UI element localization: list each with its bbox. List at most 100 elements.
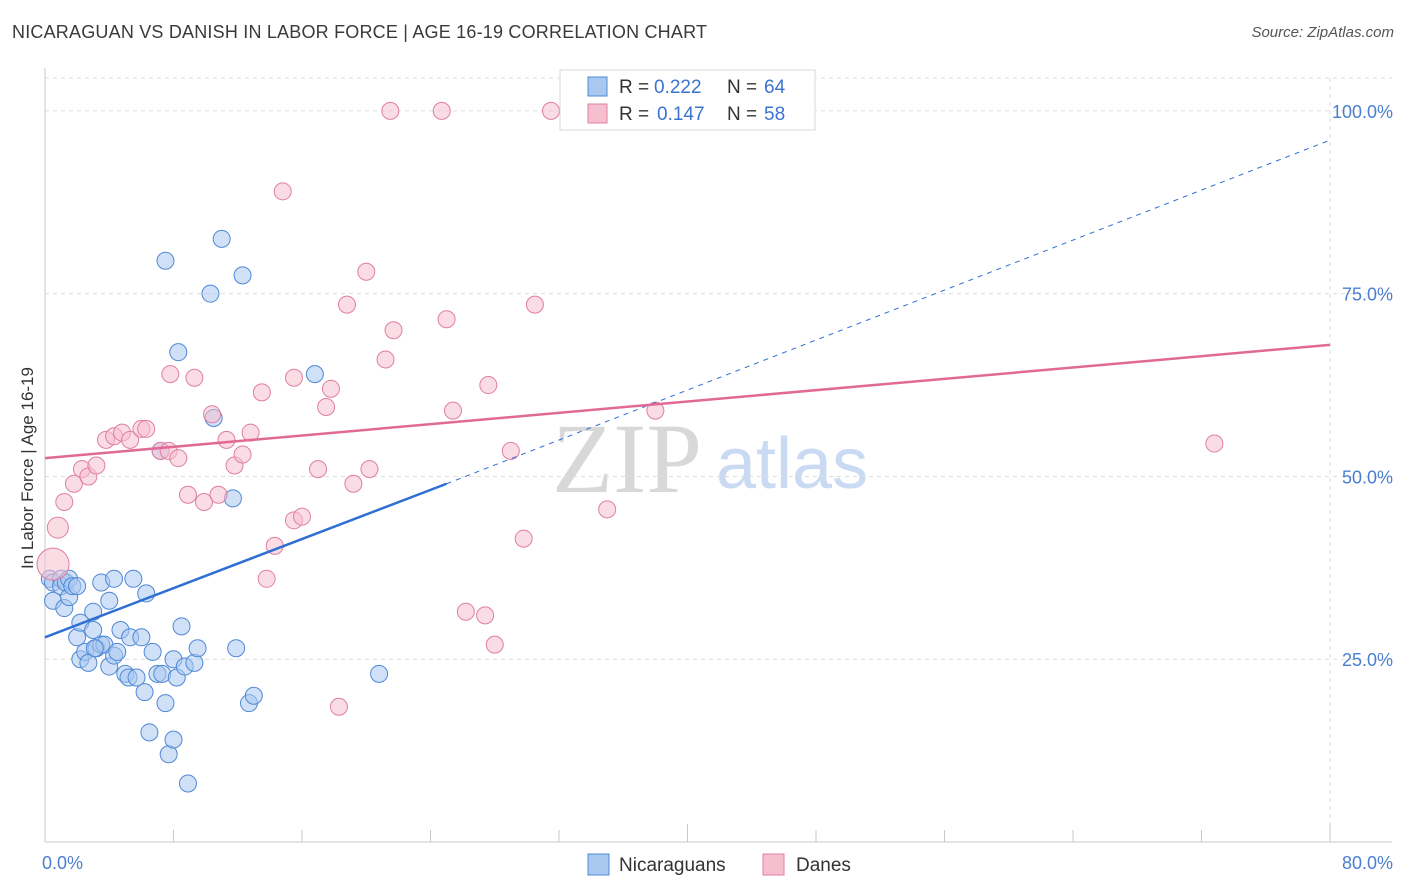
data-point-danes (273, 182, 292, 201)
series-legend: Nicaraguans Danes (587, 853, 851, 876)
legend-swatch-blue (587, 76, 608, 97)
data-point-nicaraguans (156, 251, 175, 270)
data-point-nicaraguans (244, 686, 263, 705)
data-point-danes (233, 445, 252, 464)
data-point-nicaraguans (124, 569, 143, 588)
data-point-danes (344, 474, 363, 493)
data-point-nicaraguans (370, 664, 389, 683)
data-point-nicaraguans (185, 653, 204, 672)
data-point-nicaraguans (143, 642, 162, 661)
data-point-danes (252, 383, 271, 402)
trend-line-danes (44, 343, 1331, 460)
data-point-nicaraguans (135, 683, 154, 702)
data-point-danes (209, 485, 228, 504)
legend-n-value: 58 (764, 104, 785, 125)
data-point-nicaraguans (188, 639, 207, 658)
legend-n-label: N = (727, 104, 757, 125)
watermark-zip: ZIP (552, 403, 702, 514)
series-nicaraguans (40, 229, 389, 793)
legend-r-label: R = (619, 77, 649, 98)
y-axis-label: In Labor Force | Age 16-19 (18, 367, 37, 569)
watermark-atlas: atlas (716, 424, 868, 504)
y-tick-label: 75.0% (1342, 285, 1393, 305)
data-point-danes (161, 365, 180, 384)
data-point-danes (541, 101, 560, 120)
data-point-danes (284, 368, 303, 387)
legend-n-value: 64 (764, 77, 786, 98)
data-point-danes (360, 460, 379, 479)
data-point-danes (203, 405, 222, 424)
data-point-nicaraguans (105, 569, 124, 588)
data-point-nicaraguans (212, 229, 231, 248)
data-point-danes (329, 697, 348, 716)
data-point-danes (485, 635, 504, 654)
x-tick-label: 80.0% (1342, 853, 1393, 873)
axes (44, 68, 1392, 843)
data-point-danes (381, 101, 400, 120)
legend-label-danes: Danes (796, 855, 851, 876)
trend-line-nicaraguans-extension (446, 139, 1331, 485)
data-point-nicaraguans (178, 774, 197, 793)
data-point-nicaraguans (68, 577, 87, 596)
data-point-nicaraguans (227, 639, 246, 658)
legend-r-value: 0.222 (654, 77, 702, 98)
legend-swatch-pink (587, 103, 608, 124)
data-point-danes (309, 460, 328, 479)
y-tick-labels: 25.0% 50.0% 75.0% 100.0% (1332, 102, 1393, 670)
data-point-nicaraguans (169, 343, 188, 362)
data-point-danes (195, 493, 214, 512)
data-point-nicaraguans (201, 284, 220, 303)
data-point-danes (432, 101, 451, 120)
data-point-nicaraguans (127, 668, 146, 687)
legend-swatch-nicaraguans (587, 853, 610, 876)
data-point-nicaraguans (84, 620, 103, 639)
source-label: Source: ZipAtlas.com (1251, 24, 1394, 41)
data-point-danes (376, 350, 395, 369)
data-point-nicaraguans (108, 642, 127, 661)
trend-lines (44, 139, 1331, 639)
data-point-nicaraguans (156, 694, 175, 713)
data-point-danes (317, 397, 336, 416)
y-tick-label: 25.0% (1342, 650, 1393, 670)
data-point-danes (87, 456, 106, 475)
data-point-danes (437, 310, 456, 329)
data-point-danes (137, 419, 156, 438)
data-point-nicaraguans (233, 266, 252, 285)
data-point-danes (185, 368, 204, 387)
data-point-danes (479, 376, 498, 395)
chart-title: NICARAGUAN VS DANISH IN LABOR FORCE | AG… (12, 22, 708, 42)
data-point-danes (476, 606, 495, 625)
data-point-danes (514, 529, 533, 548)
data-point-nicaraguans (305, 365, 324, 384)
series-danes (36, 101, 1224, 716)
data-point-danes (384, 321, 403, 340)
trend-line-nicaraguans (44, 482, 448, 639)
data-point-danes (46, 516, 69, 539)
x-tick-labels: 0.0% 80.0% (42, 853, 1393, 873)
data-point-danes (598, 500, 617, 519)
data-point-nicaraguans (172, 617, 191, 636)
data-point-danes (357, 262, 376, 281)
data-point-danes (443, 401, 462, 420)
data-point-danes (321, 379, 340, 398)
data-point-nicaraguans (132, 628, 151, 647)
stats-legend: R = 0.222 N = 64 R = 0.147 N = 58 (559, 69, 816, 131)
data-point-nicaraguans (164, 730, 183, 749)
data-point-danes (501, 441, 520, 460)
legend-r-value: 0.147 (657, 104, 705, 125)
y-tick-label: 100.0% (1332, 102, 1393, 122)
legend-swatch-danes (762, 853, 785, 876)
x-tick-label: 0.0% (42, 853, 83, 873)
data-point-nicaraguans (140, 723, 159, 742)
data-point-danes (257, 569, 276, 588)
data-point-danes (121, 430, 140, 449)
data-point-danes (178, 485, 197, 504)
data-point-danes (64, 474, 83, 493)
data-point-nicaraguans (100, 591, 119, 610)
legend-r-label: R = (619, 104, 649, 125)
data-point-danes (337, 295, 356, 314)
legend-label-nicaraguans: Nicaraguans (619, 855, 726, 876)
y-tick-label: 50.0% (1342, 467, 1393, 487)
data-point-danes (169, 449, 188, 468)
